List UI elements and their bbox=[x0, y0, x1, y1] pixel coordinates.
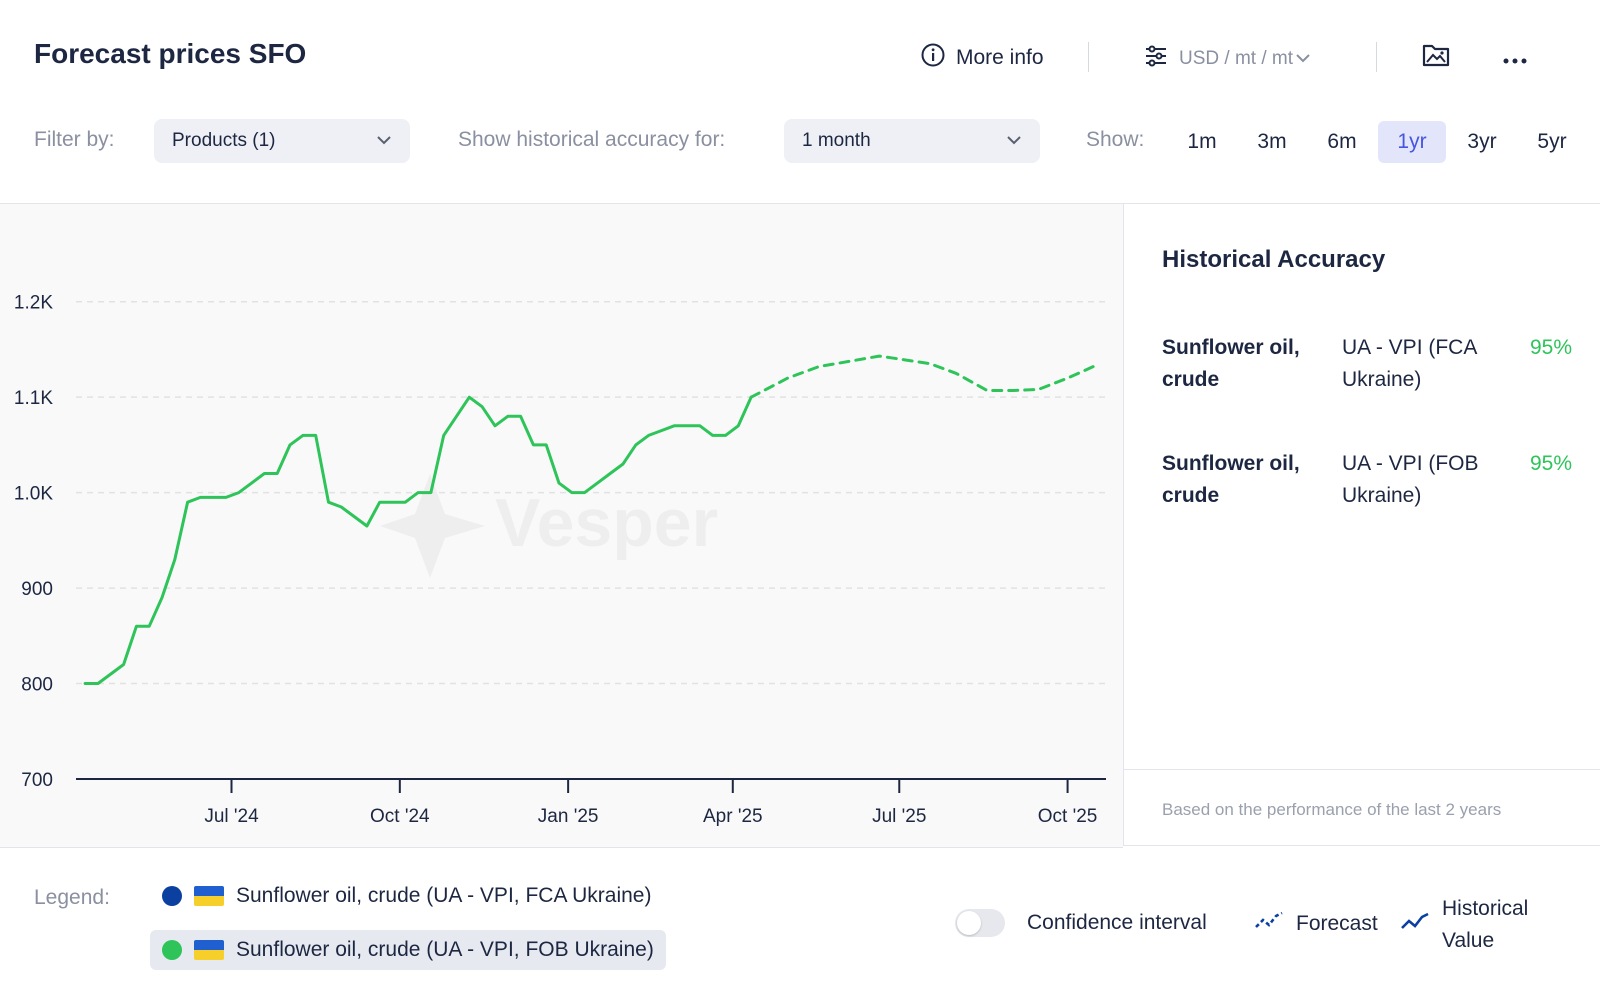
vesper-watermark: Vesper bbox=[380, 474, 718, 578]
y-tick-label: 800 bbox=[21, 675, 53, 696]
accuracy-period-value: 1 month bbox=[802, 130, 871, 151]
forecast-line-icon bbox=[1254, 910, 1284, 938]
confidence-interval-control: Confidence interval bbox=[955, 909, 1207, 937]
y-tick-label: 1.1K bbox=[14, 388, 53, 409]
y-axis: 700 800 900 1.0K 1.1K 1.2K bbox=[14, 293, 53, 791]
forecast-legend: Forecast bbox=[1254, 910, 1378, 938]
more-info-button[interactable]: More info bbox=[920, 42, 1044, 74]
x-tick-label: Apr '25 bbox=[703, 806, 763, 827]
accuracy-source: UA - VPI (FCA Ukraine) bbox=[1342, 336, 1477, 391]
range-1yr-button[interactable]: 1yr bbox=[1378, 121, 1446, 163]
y-tick-label: 700 bbox=[21, 770, 53, 791]
ukraine-flag-icon bbox=[194, 940, 224, 960]
accuracy-percent: 95% bbox=[1529, 452, 1572, 475]
historical-accuracy-panel: Historical Accuracy Sunflower oil, crude… bbox=[1123, 203, 1600, 846]
range-6m-button[interactable]: 6m bbox=[1327, 130, 1357, 153]
image-folder-icon bbox=[1422, 44, 1450, 72]
accuracy-product: Sunflower oil, crude bbox=[1162, 452, 1300, 507]
series-dot-icon bbox=[162, 886, 182, 906]
header-divider bbox=[1088, 42, 1089, 72]
image-export-button[interactable] bbox=[1422, 42, 1450, 73]
ukraine-flag-icon bbox=[194, 886, 224, 906]
unit-label: USD / mt / mt bbox=[1179, 48, 1293, 69]
y-tick-label: 900 bbox=[21, 579, 53, 600]
sliders-icon bbox=[1143, 44, 1169, 74]
ellipsis-icon bbox=[1502, 52, 1528, 69]
series-dot-icon bbox=[162, 940, 182, 960]
legend-item-fob[interactable]: Sunflower oil, crude (UA - VPI, FOB Ukra… bbox=[150, 930, 666, 970]
chart-gridlines bbox=[76, 300, 1106, 685]
more-info-label: More info bbox=[956, 46, 1044, 69]
historical-label: Historical Value bbox=[1442, 893, 1528, 957]
x-tick-label: Jan '25 bbox=[538, 806, 599, 827]
more-options-button[interactable] bbox=[1502, 52, 1528, 70]
info-icon bbox=[920, 42, 946, 74]
x-axis: Jul '24 Oct '24 Jan '25 Apr '25 Jul '25 Oct '… bbox=[76, 778, 1106, 827]
chart-series bbox=[83, 354, 1095, 685]
historical-label-line1: Historical bbox=[1442, 897, 1529, 920]
y-tick-label: 1.2K bbox=[14, 293, 53, 314]
price-chart[interactable]: Vesper 700 800 900 1.0K 1.1K 1.2K Jul '24 Oct … bbox=[0, 204, 1123, 847]
x-tick-label: Oct '24 bbox=[370, 806, 430, 827]
x-tick-label: Oct '25 bbox=[1038, 806, 1098, 827]
chevron-down-icon bbox=[1006, 130, 1022, 152]
time-range-selector: 1m 3m 6m 1yr 3yr 5yr bbox=[1168, 121, 1586, 163]
accuracy-source: UA - VPI (FOB Ukraine) bbox=[1342, 452, 1479, 507]
range-3yr-button[interactable]: 3yr bbox=[1467, 130, 1497, 153]
unit-selector[interactable]: USD / mt / mt bbox=[1143, 44, 1311, 74]
confidence-interval-label: Confidence interval bbox=[1027, 911, 1207, 934]
header-divider bbox=[1376, 42, 1377, 72]
range-3m-button[interactable]: 3m bbox=[1257, 130, 1287, 153]
legend-item-label: Sunflower oil, crude (UA - VPI, FCA Ukra… bbox=[236, 884, 652, 907]
accuracy-percent: 95% bbox=[1529, 336, 1572, 359]
accuracy-note: Based on the performance of the last 2 y… bbox=[1162, 800, 1502, 819]
page-title: Forecast prices SFO bbox=[34, 38, 307, 69]
confidence-interval-toggle[interactable] bbox=[955, 909, 1005, 937]
x-tick-label: Jul '25 bbox=[872, 806, 926, 827]
products-dropdown[interactable]: Products (1) bbox=[154, 119, 410, 163]
show-label: Show: bbox=[1086, 128, 1145, 151]
forecast-label: Forecast bbox=[1296, 912, 1378, 935]
accuracy-title: Historical Accuracy bbox=[1162, 246, 1386, 273]
y-tick-label: 1.0K bbox=[14, 484, 53, 505]
chart-panel: Vesper 700 800 900 1.0K 1.1K 1.2K Jul '24 Oct … bbox=[0, 203, 1123, 848]
historical-series-line[interactable] bbox=[83, 395, 753, 685]
range-5yr-button[interactable]: 5yr bbox=[1537, 130, 1567, 153]
chevron-down-icon bbox=[376, 130, 392, 152]
accuracy-product: Sunflower oil, crude bbox=[1162, 336, 1300, 391]
historical-legend: Historical Value bbox=[1400, 893, 1528, 957]
forecast-series-line[interactable] bbox=[749, 354, 1095, 399]
range-1m-button[interactable]: 1m bbox=[1187, 130, 1217, 153]
historical-line-icon bbox=[1400, 911, 1430, 939]
legend-item-fca[interactable]: Sunflower oil, crude (UA - VPI, FCA Ukra… bbox=[150, 876, 663, 916]
legend-item-label: Sunflower oil, crude (UA - VPI, FOB Ukra… bbox=[236, 938, 654, 961]
filter-label: Filter by: bbox=[34, 128, 115, 151]
x-tick-label: Jul '24 bbox=[204, 806, 259, 827]
legend-label: Legend: bbox=[34, 886, 110, 909]
toggle-knob bbox=[957, 911, 981, 935]
watermark-text: Vesper bbox=[495, 485, 718, 561]
accuracy-period-dropdown[interactable]: 1 month bbox=[784, 119, 1040, 163]
products-value: Products (1) bbox=[172, 130, 276, 151]
historical-label-line2: Value bbox=[1442, 929, 1495, 952]
accuracy-divider bbox=[1124, 769, 1600, 770]
chevron-down-icon bbox=[1295, 48, 1311, 70]
accuracy-label: Show historical accuracy for: bbox=[458, 128, 726, 151]
